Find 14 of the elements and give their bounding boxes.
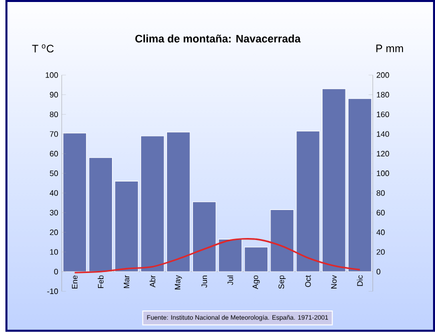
bar [296, 130, 320, 272]
y-axis-title: T $^{o}$C [32, 44, 54, 53]
bar [140, 136, 164, 272]
chart-title: Clima de montaña: Navacerrada [135, 34, 301, 43]
bar [244, 246, 268, 272]
line-series [74, 238, 361, 274]
bar [322, 88, 346, 272]
bar [166, 132, 190, 272]
bar [270, 210, 294, 272]
bar [62, 132, 87, 272]
bar [348, 98, 372, 272]
bar [114, 181, 139, 272]
y2-axis-title: P mm [376, 44, 403, 52]
bar [88, 157, 113, 272]
